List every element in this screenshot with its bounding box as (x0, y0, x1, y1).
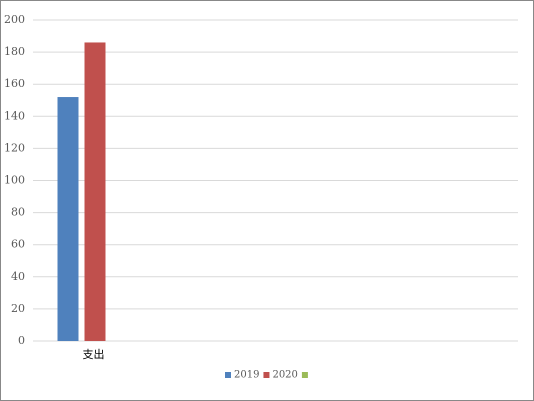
bar (84, 42, 106, 341)
legend-swatch (263, 372, 270, 378)
y-tick-label: 160 (4, 77, 25, 90)
y-tick-label: 20 (11, 302, 25, 315)
y-tick-label: 100 (4, 174, 25, 187)
legend-swatch (301, 372, 308, 378)
y-tick-label: 120 (4, 141, 25, 154)
y-tick-label: 60 (11, 238, 25, 251)
y-tick-label: 0 (18, 334, 25, 347)
legend-swatch (225, 372, 231, 378)
x-tick-label: 支出 (83, 347, 105, 361)
y-tick-label: 180 (4, 45, 25, 58)
bar (57, 97, 79, 341)
y-tick-label: 80 (11, 206, 25, 219)
legend-label: 2019 (234, 370, 259, 381)
legend-label: 2020 (272, 370, 297, 381)
y-tick-label: 200 (4, 13, 25, 26)
y-tick-label: 40 (11, 270, 25, 283)
y-tick-label: 140 (4, 109, 25, 122)
